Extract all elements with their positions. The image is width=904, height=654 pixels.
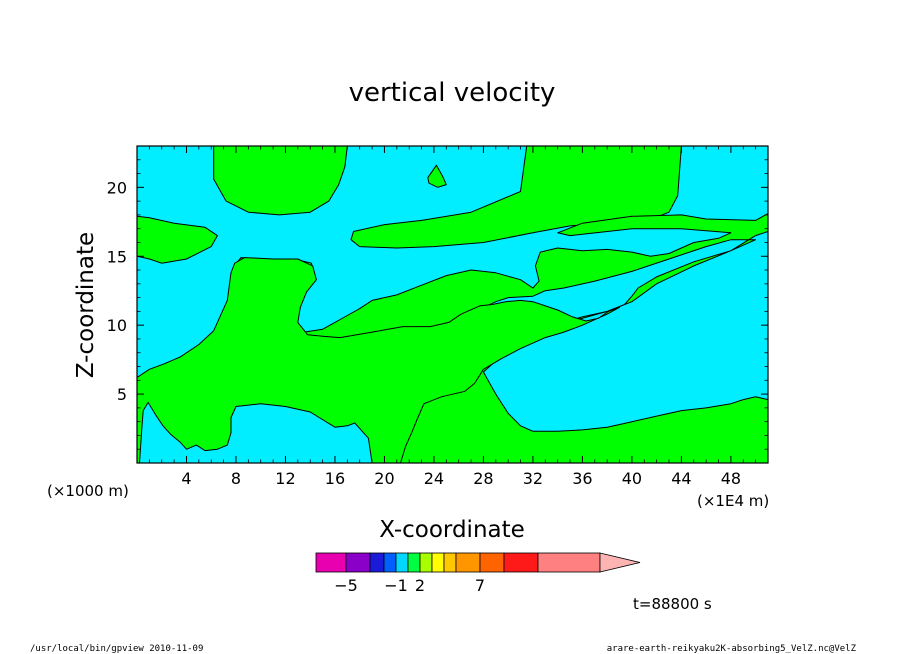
- footer-right: arare-earth-reikyaku2K-absorbing5_VelZ.n…: [607, 644, 857, 654]
- positive-region-1: [137, 215, 218, 264]
- colorbar: −5 −1 2 7: [315, 552, 641, 595]
- y-axis-label: Z-coordinate: [73, 232, 99, 378]
- colorbar-bin-5: [395, 552, 409, 573]
- colorbar-bin-13: [537, 552, 601, 573]
- chart-title: vertical velocity: [349, 78, 556, 108]
- positive-region-2: [213, 146, 348, 216]
- positive-region-4: [427, 164, 447, 188]
- y-axis-ticks: 5 10 15 20: [107, 159, 768, 450]
- colorbar-tick-label: −5: [334, 576, 358, 595]
- colorbar-tick-label: 7: [475, 576, 485, 595]
- footer-left: /usr/local/bin/gpview 2010-11-09: [30, 644, 203, 654]
- x-tick-label: 32: [523, 469, 543, 488]
- positive-region-6: [137, 257, 620, 463]
- x-tick-label: 44: [671, 469, 691, 488]
- colorbar-bin-8: [431, 552, 445, 573]
- x-tick-label: 16: [325, 469, 345, 488]
- colorbar-bin-12: [503, 552, 539, 573]
- time-label: t=88800 s: [633, 595, 712, 613]
- x-unit-right: (×1E4 m): [697, 492, 769, 510]
- colorbar-bin-1: [315, 552, 347, 573]
- y-tick-label: 10: [107, 316, 127, 335]
- positive-field-regions: [137, 146, 768, 463]
- x-axis-ticks: 4 8 12 16 20 24 28 32 36 40 44 48: [148, 146, 757, 488]
- y-tick-label: 5: [117, 385, 127, 404]
- colorbar-bin-7: [419, 552, 433, 573]
- colorbar-bin-3: [369, 552, 385, 573]
- plot-frame: [136, 145, 769, 464]
- x-tick-label: 4: [181, 469, 191, 488]
- colorbar-extend-arrow: [599, 552, 641, 573]
- x-tick-label: 12: [275, 469, 295, 488]
- x-tick-label: 36: [572, 469, 592, 488]
- x-tick-label: 20: [374, 469, 394, 488]
- colorbar-tick-label: −1: [384, 576, 408, 595]
- colorbar-bin-4: [383, 552, 397, 573]
- x-tick-label: 40: [622, 469, 642, 488]
- y-tick-label: 15: [107, 247, 127, 266]
- colorbar-bin-10: [455, 552, 481, 573]
- y-tick-label: 20: [107, 178, 127, 197]
- colorbar-tick-label: 2: [415, 576, 425, 595]
- x-unit-left: (×1000 m): [47, 482, 129, 500]
- x-axis-label: X-coordinate: [379, 517, 525, 543]
- x-tick-label: 24: [424, 469, 444, 488]
- x-tick-label: 48: [721, 469, 741, 488]
- x-tick-label: 28: [473, 469, 493, 488]
- x-tick-label: 8: [231, 469, 241, 488]
- colorbar-bin-9: [443, 552, 457, 573]
- colorbar-bin-11: [479, 552, 505, 573]
- colorbar-bin-2: [345, 552, 371, 573]
- plot-area: [137, 146, 768, 463]
- colorbar-bin-6: [407, 552, 421, 573]
